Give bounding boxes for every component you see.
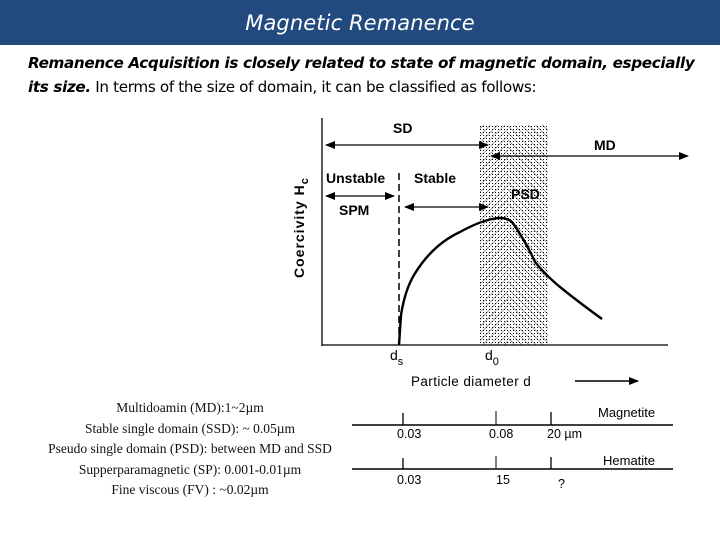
hematite-scale: Hematite 0.03 15 ? — [352, 453, 673, 491]
x-axis-label: Particle diameter d — [411, 374, 531, 389]
definition-ssd: Stable single domain (SSD): ~ 0.05µm — [84, 420, 296, 436]
magnetite-scale: Magnetite 0.03 0.08 20 µm — [352, 405, 673, 441]
definition-psd: Pseudo single domain (PSD): between MD a… — [48, 441, 332, 456]
spm-label: SPM — [339, 202, 369, 218]
hematite-tick-3: ? — [558, 477, 565, 491]
md-label: MD — [594, 137, 616, 153]
definition-md: Multidoamin (MD):1~2µm — [116, 400, 264, 415]
coercivity-curve — [397, 216, 603, 346]
psd-label: PSD — [511, 186, 540, 202]
hematite-tick-1: 0.03 — [397, 473, 421, 487]
slide-title: Magnetic Remanence — [245, 10, 475, 35]
slide-title-bar: Magnetic Remanence — [0, 0, 720, 45]
intro-paragraph: Remanence Acquisition is closely related… — [28, 51, 708, 99]
intro-bold-text: Remanence Acquisition is closely related… — [28, 54, 695, 96]
psd-hatched-band — [480, 125, 548, 345]
magnetite-label: Magnetite — [598, 405, 655, 420]
definition-sp: Supperparamagnetic (SP): 0.001-0.01µm — [78, 461, 302, 477]
domain-definitions: Multidoamin (MD):1~2µm Stable single dom… — [10, 398, 370, 501]
ds-marker: ds — [390, 347, 404, 368]
unstable-label: Unstable — [326, 170, 385, 186]
d0-marker: d0 — [485, 347, 499, 368]
hematite-label: Hematite — [603, 453, 655, 468]
intro-normal-text: In terms of the size of domain, it can b… — [90, 78, 537, 96]
magnetite-tick-2: 0.08 — [489, 427, 513, 441]
magnetite-tick-3: 20 µm — [547, 427, 582, 441]
sd-label: SD — [393, 120, 412, 136]
definition-fv: Fine viscous (FV) : ~0.02µm — [111, 482, 269, 497]
y-axis-label: Coercivity Hc — [291, 177, 311, 278]
magnetite-tick-1: 0.03 — [397, 427, 421, 441]
stable-label: Stable — [414, 170, 456, 186]
hematite-tick-2: 15 — [496, 473, 510, 487]
